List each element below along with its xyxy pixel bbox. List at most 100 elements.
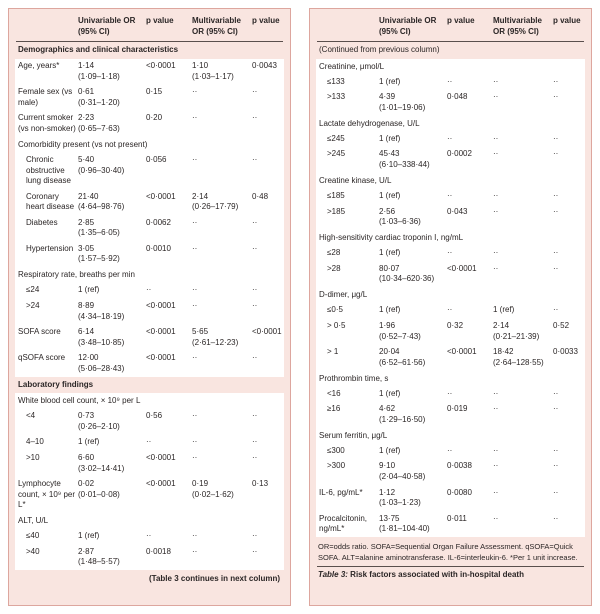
multivariable-or-cell: 0·19 (0·02–1·62) [192,479,234,499]
univariable-or-cell: 45·43 (6·10–338·44) [379,149,430,169]
row-label: Lymphocyte count, × 10⁹ per L* [18,479,76,510]
data-row: 4–10 1 (ref) ·· ·· ·· [15,435,284,451]
p-value-cell: ·· [447,248,453,258]
p-value-2-cell: ·· [553,445,559,455]
row-label: ≤24 [26,285,40,295]
p-value-cell: ·· [146,285,152,295]
p-value-2-cell: ·· [553,149,559,159]
p-value-cell: 0·043 [447,206,468,216]
p-value-2-cell: ·· [553,76,559,86]
row-label: <4 [26,411,36,421]
multivariable-or-cell: ·· [493,461,499,471]
univariable-or-cell: 2·85 (1·35–6·05) [78,217,120,238]
data-row: > 0·5 1·96 (0·52–7·43) 0·32 2·14 (0·21–21·3… [316,318,585,344]
p-value-cell: <0·0001 [146,300,176,310]
table-footnote: OR=odds ratio. SOFA=Sequential Organ Fai… [318,542,578,562]
p-value-2-cell: ·· [252,113,258,123]
p-value-2-cell: ·· [553,404,559,414]
data-row: ≤40 1 (ref) ·· ·· ·· [15,529,284,545]
p-value-cell: 0·056 [146,154,167,164]
multivariable-or-cell: ·· [192,154,198,164]
data-row: >245 45·43 (6·10–338·44) 0·0002 ·· ·· [316,147,585,173]
section-header-row: Demographics and clinical characteristic… [15,42,284,59]
row-label: Coronary heart disease [26,191,75,212]
multivariable-or-cell: 1·10 (1·03–1·17) [192,61,234,81]
univariable-or-cell: 1 (ref) [78,531,100,541]
p-value-cell: ·· [146,531,152,541]
p-value-cell: 0·56 [146,411,163,421]
header-p-value-2: p value [553,16,581,25]
p-value-cell: 0·20 [146,113,163,123]
row-label: qSOFA score [18,353,66,363]
panel-filler [15,588,284,605]
univariable-or-cell: 4·39 (1·01–19·06) [379,92,426,112]
section-header-row: Laboratory findings [15,376,284,394]
data-row: > 1 20·04 (6·52–61·56) <0·0001 18·42 (2·64–… [316,345,585,371]
multivariable-or-cell: ·· [192,217,198,227]
row-label: Diabetes [26,217,58,227]
header-rule [16,41,283,43]
panel-filler [316,585,585,605]
group-header-row: Serum ferritin, μg/L [319,430,388,440]
p-value-2-cell: ·· [252,243,258,253]
univariable-or-cell: 13·75 (1·81–104·40) [379,513,430,534]
multivariable-or-cell: ·· [192,411,198,421]
group-header-row: High-sensitivity cardiac troponin I, ng/… [319,233,464,243]
data-row: qSOFA score 12·00 (5·06–28·43) <0·0001 ·· ·· [15,351,284,377]
univariable-or-cell: 1 (ref) [379,248,401,258]
multivariable-or-cell: ·· [493,445,499,455]
group-header-row: Prothrombin time, s [319,373,389,383]
p-value-cell: ·· [447,191,453,201]
multivariable-or-cell: ·· [192,113,198,123]
p-value-2-cell: ·· [553,206,559,216]
row-label: >245 [327,149,346,159]
p-value-2-cell: ·· [553,263,559,273]
p-value-2-cell: 0·0043 [252,61,277,71]
data-row: ≤185 1 (ref) ·· ·· ·· [316,189,585,205]
p-value-cell: ·· [447,305,453,315]
row-label: >28 [327,263,341,273]
column-header-row-right: Univariable OR (95% CI) p value Multivar… [316,9,585,41]
table-caption: Table 3: Risk factors associated with in… [316,567,585,585]
univariable-or-cell: 9·10 (2·04–40·58) [379,461,426,481]
multivariable-or-cell: ·· [493,388,499,398]
univariable-or-cell: 1·14 (1·09–1·18) [78,61,120,81]
data-row: Lymphocyte count, × 10⁹ per L* 0·02 (0·01… [15,477,284,514]
multivariable-or-cell: ·· [493,513,499,523]
data-row: SOFA score 6·14 (3·48–10·85) <0·0001 5·65 (… [15,325,284,351]
multivariable-or-cell: ·· [493,404,499,414]
data-row: >40 2·87 (1·48–5·57) 0·0018 ·· ·· [15,544,284,570]
data-row: IL-6, pg/mL* 1·12 (1·03–1·23) 0·0080 ·· ·· [316,485,585,511]
table-left-panel: Univariable OR (95% CI) p value Multivar… [8,8,291,606]
data-row: ≤24 1 (ref) ·· ·· ·· [15,283,284,299]
univariable-or-cell: 0·73 (0·26–2·10) [78,411,120,431]
univariable-or-cell: 21·40 (4·64–98·76) [78,191,125,212]
univariable-or-cell: 3·05 (1·57–5·92) [78,243,120,264]
univariable-or-cell: 1 (ref) [379,445,401,455]
univariable-or-cell: 1 (ref) [379,76,401,86]
data-row: >24 8·89 (4·34–18·19) <0·0001 ·· ·· [15,298,284,324]
data-row: >300 9·10 (2·04–40·58) 0·0038 ·· ·· [316,459,585,485]
data-row: ≤0·5 1 (ref) ·· 1 (ref) ·· [316,303,585,319]
row-label: >24 [26,300,40,310]
table-body-right: (Continued from previous column) Creatini… [316,42,585,538]
multivariable-or-cell: ·· [493,149,499,159]
p-value-cell: ·· [447,445,453,455]
p-value-2-cell: ·· [252,546,258,556]
row-label: > 1 [327,347,339,357]
data-row: ≥16 4·62 (1·29–16·50) 0·019 ·· ·· [316,402,585,428]
multivariable-or-cell: ·· [493,92,499,102]
p-value-2-cell: ·· [252,437,258,447]
p-value-cell: 0·0038 [447,461,472,471]
caption-rule [317,566,584,568]
p-value-cell: ·· [447,388,453,398]
univariable-or-cell: 2·56 (1·03–6·36) [379,206,421,227]
data-row: Diabetes 2·85 (1·35–6·05) 0·0062 ·· ·· [15,215,284,241]
row-label: ≥16 [327,404,341,414]
p-value-cell: <0·0001 [146,191,176,201]
p-value-2-cell: ·· [553,487,559,497]
group-header-row: Respiratory rate, breaths per min [18,270,135,280]
table-caption-title: Risk factors associated with in-hospital… [347,570,524,580]
p-value-cell: 0·15 [146,87,163,97]
univariable-or-cell: 12·00 (5·06–28·43) [78,353,125,373]
